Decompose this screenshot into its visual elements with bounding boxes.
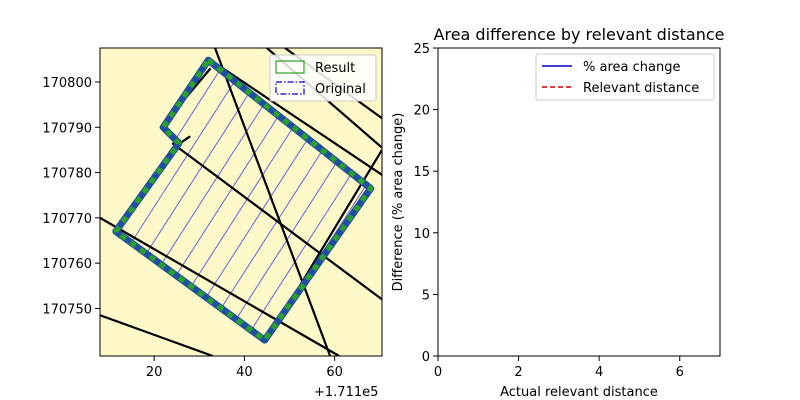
hatch-line <box>115 60 257 341</box>
map-x-ticks: 20 40 60 <box>146 356 343 380</box>
map-y-ticks: 170750 170760 170770 170780 170790 170800 <box>42 76 100 317</box>
parcel-line <box>100 314 214 356</box>
map-x-tick-label: 20 <box>146 365 163 380</box>
legend-result-label: Result <box>315 61 355 76</box>
parcel-line <box>214 48 332 356</box>
hatch-line <box>115 60 279 341</box>
legend-original-swatch <box>275 81 305 95</box>
map-x-tick-label: 60 <box>326 365 343 380</box>
map-panel: 20 40 60 170750170760170770170780170790170… <box>42 47 383 400</box>
map-y-tick-label: 170750 <box>42 302 92 317</box>
x-axis-label: Actual relevant distance <box>500 385 658 400</box>
map-y-tick-label: 170790 <box>42 121 92 136</box>
line-x-tick-label: 2 <box>514 365 522 380</box>
original-polygon <box>113 57 374 343</box>
parcel-line <box>171 142 382 301</box>
map-legend: Result Original <box>269 54 377 102</box>
line-y-tick-label: 20 <box>413 104 430 119</box>
y-axis-label: Difference (% area change) <box>391 113 406 292</box>
hatch-line <box>209 60 371 341</box>
line-legend-box <box>535 53 715 101</box>
line-y-tick-label: 25 <box>413 42 430 57</box>
map-y-tick-label: 170780 <box>42 167 92 182</box>
map-y-tick-label: 170770 <box>42 212 92 227</box>
legend-relevant-label: Relevant distance <box>583 81 699 96</box>
line-y-tick-label: 5 <box>422 288 430 303</box>
line-legend: % area change Relevant distance <box>535 53 715 101</box>
line-y-ticks: 0 5 10 15 20 25 <box>413 42 438 365</box>
map-frame <box>99 47 383 357</box>
legend-result-swatch <box>275 60 305 74</box>
map-y-tick-label: 170760 <box>42 257 92 272</box>
line-x-ticks: 0 2 4 6 <box>434 356 684 380</box>
line-y-tick-label: 10 <box>413 227 430 242</box>
line-panel: Area difference by relevant distance 0 2 4… <box>391 25 724 400</box>
map-y-tick-label: 170800 <box>42 76 92 91</box>
line-x-tick-label: 6 <box>676 365 684 380</box>
parcel-line <box>212 60 382 176</box>
parcel-line <box>100 216 340 356</box>
map-x-tick-label: 40 <box>236 365 253 380</box>
line-x-tick-label: 4 <box>595 365 603 380</box>
map-x-offset-label: +1.711e5 <box>314 385 378 400</box>
line-y-tick-label: 15 <box>413 165 430 180</box>
legend-pct-label: % area change <box>583 60 680 75</box>
map-legend-box <box>269 54 377 102</box>
line-x-tick-label: 0 <box>434 365 442 380</box>
line-y-tick-label: 0 <box>422 350 430 365</box>
hatch-line <box>231 60 371 341</box>
chart-title: Area difference by relevant distance <box>434 25 725 44</box>
legend-original-label: Original <box>315 82 366 97</box>
